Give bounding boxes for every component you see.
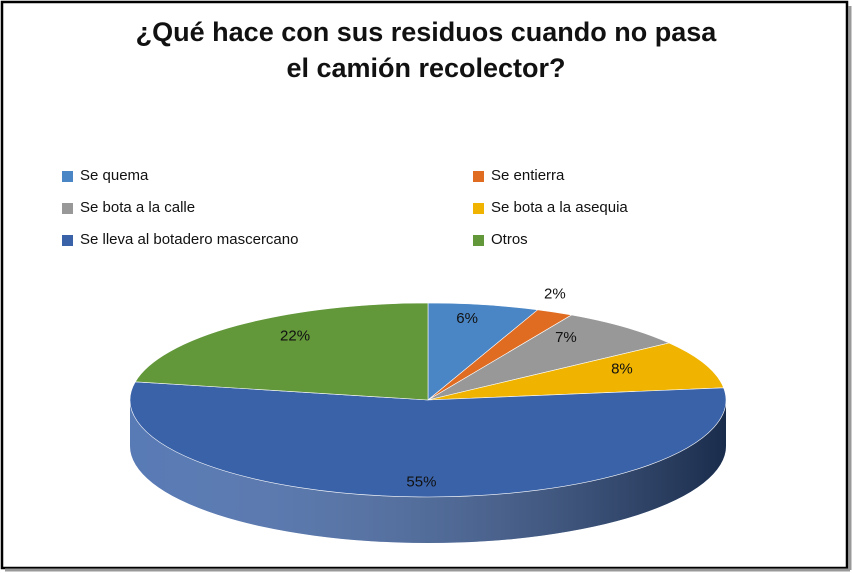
data-label: 22% (280, 327, 310, 344)
legend-label: Se bota a la asequia (491, 199, 628, 216)
data-label: 8% (611, 361, 633, 378)
slice (134, 302, 429, 401)
slice (427, 314, 671, 401)
legend-swatch (62, 203, 73, 214)
legend-swatch (473, 203, 484, 214)
slice (427, 342, 725, 401)
legend-label: Se lleva al botadero mascercano (80, 231, 298, 248)
legend-label: Otros (491, 231, 528, 248)
legend-swatch (62, 235, 73, 246)
legend-swatch (62, 171, 73, 182)
data-label: 6% (456, 310, 478, 327)
data-label: 7% (555, 329, 577, 346)
legend-label: Se entierra (491, 167, 565, 184)
legend-swatch (473, 235, 484, 246)
slice-side-shade (130, 400, 726, 543)
chart-title: ¿Qué hace con sus residuos cuando no pas… (135, 17, 717, 83)
legend-label: Se quema (80, 167, 149, 184)
legend-label: Se bota a la calle (80, 199, 195, 216)
data-label: 2% (544, 286, 566, 303)
data-label: 55% (406, 473, 436, 490)
legend-swatch (473, 171, 484, 182)
slice (129, 381, 727, 498)
